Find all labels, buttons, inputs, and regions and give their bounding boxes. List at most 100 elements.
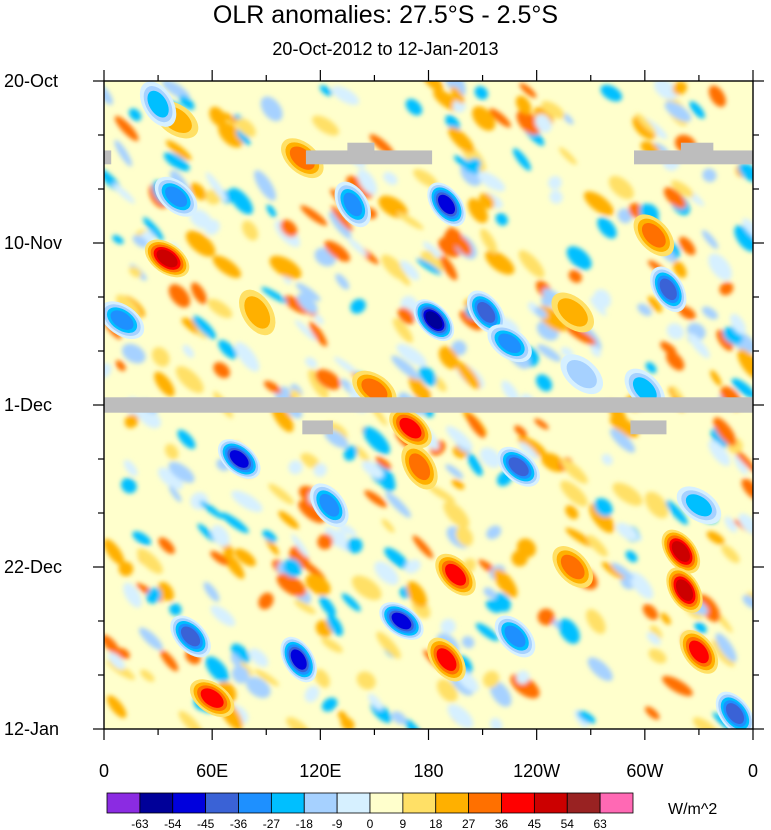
missing-data-bar xyxy=(634,150,753,165)
texture-blob xyxy=(347,237,368,257)
anomaly-contour xyxy=(632,377,657,402)
anomaly-contour xyxy=(290,649,307,670)
texture-blob xyxy=(158,537,175,554)
texture-blob xyxy=(461,636,475,649)
texture-blob xyxy=(269,255,302,280)
anomaly-contour xyxy=(200,688,224,708)
texture-blob xyxy=(418,366,437,387)
texture-blob xyxy=(331,85,360,106)
texture-blob xyxy=(577,710,596,724)
texture-blob xyxy=(565,505,579,520)
colorbar-box xyxy=(238,792,272,814)
texture-blob xyxy=(645,362,657,374)
texture-blob xyxy=(314,314,324,325)
anomaly-contour xyxy=(436,648,457,671)
anomaly-feature xyxy=(217,439,261,479)
texture-blob xyxy=(346,175,374,199)
texture-blob xyxy=(472,106,496,131)
texture-blob xyxy=(197,523,217,542)
x-tick-label: 60E xyxy=(196,761,228,781)
texture-blob xyxy=(648,648,667,664)
anomaly-contour xyxy=(659,278,677,301)
texture-blob xyxy=(157,581,174,602)
texture-blob xyxy=(459,310,483,331)
texture-blob xyxy=(106,695,127,719)
texture-blob xyxy=(541,100,565,119)
texture-blob xyxy=(702,168,717,183)
texture-blob xyxy=(300,452,320,469)
texture-blob xyxy=(489,680,512,707)
texture-blob xyxy=(162,81,190,100)
texture-blob xyxy=(115,360,126,372)
texture-blob xyxy=(112,235,124,245)
plot-area xyxy=(104,81,753,729)
texture-blob xyxy=(628,203,644,219)
texture-blob xyxy=(665,500,688,525)
anomaly-contour xyxy=(244,296,271,329)
texture-blob xyxy=(140,669,155,682)
anomaly-feature xyxy=(144,239,190,278)
anomaly-feature xyxy=(497,446,540,487)
texture-blob xyxy=(168,284,191,308)
texture-blob xyxy=(490,717,503,729)
texture-blob xyxy=(637,303,652,316)
texture-blob xyxy=(333,356,361,377)
texture-blob xyxy=(689,101,705,119)
x-tick-label: 60W xyxy=(626,761,663,781)
texture-blob xyxy=(590,345,602,357)
texture-blob xyxy=(534,307,548,319)
anomaly-feature xyxy=(661,529,701,574)
texture-blob xyxy=(160,650,179,672)
texture-blob xyxy=(516,670,530,685)
texture-blob xyxy=(519,83,537,98)
texture-blob xyxy=(294,599,316,615)
anomaly-contour xyxy=(688,640,709,664)
texture-blob xyxy=(516,110,541,135)
texture-blob xyxy=(380,474,396,492)
texture-blob xyxy=(242,220,259,241)
anomaly-feature xyxy=(427,182,466,227)
texture-blob xyxy=(738,513,753,535)
anomaly-contour xyxy=(408,453,431,481)
texture-blob xyxy=(548,175,562,190)
texture-blob xyxy=(517,436,547,457)
anomaly-feature xyxy=(170,615,211,658)
texture-blob xyxy=(116,647,130,660)
colorbar-box xyxy=(336,792,371,814)
texture-blob xyxy=(276,573,307,597)
texture-blob xyxy=(324,240,351,262)
texture-blob xyxy=(297,557,326,581)
texture-blob xyxy=(586,534,608,557)
texture-blob xyxy=(450,86,465,104)
anomaly-feature xyxy=(379,602,424,640)
texture-blob xyxy=(708,440,731,466)
missing-data-bar xyxy=(680,142,714,155)
texture-blob xyxy=(132,235,148,248)
texture-blob xyxy=(128,266,142,278)
texture-blob xyxy=(734,454,748,475)
y-tick-label: 1-Dec xyxy=(4,395,52,415)
colorbar-box xyxy=(599,792,634,814)
anomaly-contour xyxy=(425,311,443,329)
texture-blob xyxy=(427,484,456,503)
texture-blob xyxy=(486,525,502,540)
texture-blob xyxy=(107,652,125,670)
texture-blob xyxy=(340,717,355,729)
anomaly-contour xyxy=(445,563,467,586)
texture-blob xyxy=(220,512,249,534)
anomaly-contour xyxy=(319,493,340,517)
texture-blob xyxy=(165,140,192,161)
texture-blob xyxy=(328,211,352,239)
anomaly-feature xyxy=(413,299,455,342)
texture-blob xyxy=(601,561,625,580)
texture-blob xyxy=(616,522,638,541)
missing-data-bar xyxy=(347,142,375,155)
texture-blob xyxy=(443,501,470,528)
texture-blob xyxy=(265,536,279,556)
texture-blob xyxy=(346,537,363,554)
anomaly-contour xyxy=(229,450,249,468)
anomaly-feature xyxy=(552,546,593,588)
texture-blob xyxy=(218,339,237,359)
texture-blob xyxy=(495,212,508,226)
chart-subtitle: 20-Oct-2012 to 12-Jan-2013 xyxy=(272,39,499,59)
